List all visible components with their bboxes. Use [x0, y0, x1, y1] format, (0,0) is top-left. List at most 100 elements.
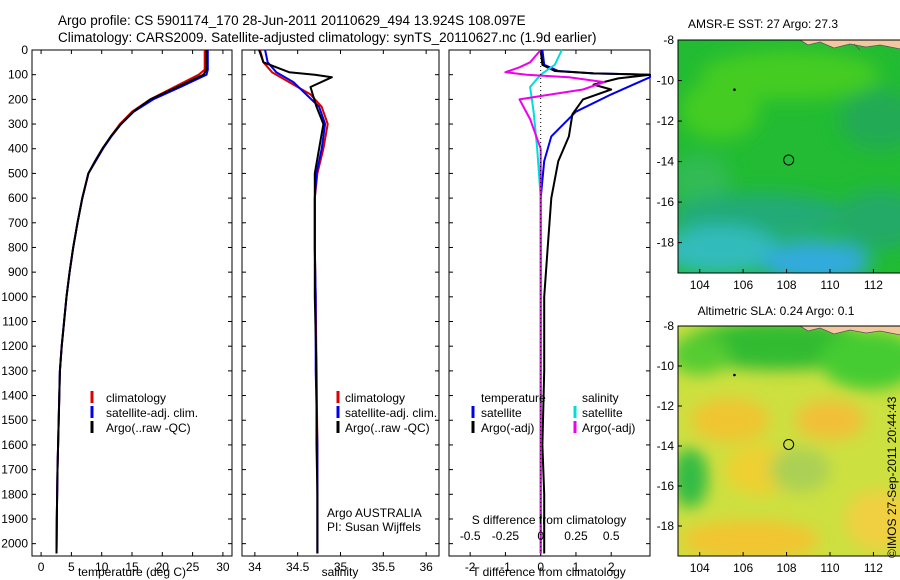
x-tick-label: 5 — [68, 560, 75, 574]
y-tick-label: 900 — [8, 265, 28, 279]
argo-position-marker — [783, 154, 795, 166]
temperature-legend: climatology satellite-adj. clim. Argo(..… — [90, 391, 198, 435]
y-tick-label: 700 — [8, 216, 28, 230]
map-x-tick-label: 104 — [690, 561, 710, 575]
series-line-black — [258, 49, 333, 554]
map-y-tick-label: -12 — [657, 399, 675, 413]
map-x-tick-label: 108 — [777, 278, 797, 292]
map-x-tick-label: 106 — [733, 278, 753, 292]
salinity-chart: 34 34.5 35 35.5 36 — [242, 49, 439, 574]
x-tick-label: 1 — [573, 560, 580, 574]
x-tick-label: 35.5 — [372, 560, 396, 574]
legend-label: satellite-adj. clim. — [345, 406, 437, 420]
x-tick-label: 30 — [216, 560, 230, 574]
header-line2: Climatology: CARS2009. Satellite-adjuste… — [58, 30, 597, 45]
x2-tick-label: -0.25 — [492, 529, 520, 543]
y-tick-label: 400 — [8, 142, 28, 156]
salinity-legend: climatology satellite-adj. clim. Argo(..… — [336, 391, 437, 435]
temperature-chart: 0100200300400500600700800900100011001200… — [1, 43, 232, 574]
map-x-tick-label: 112 — [864, 278, 883, 292]
map-y-tick-label: -14 — [657, 155, 675, 169]
float-annotation-line2: PI: Susan Wijffels — [327, 520, 421, 534]
difference-legend-salinity: salinity satellite Argo(-adj) — [573, 391, 635, 435]
difference-chart: -2 -1 0 1 2 -0.5 -0.25 0 0.25 0.5 — [449, 49, 651, 574]
map-x-tick-label: 104 — [690, 278, 710, 292]
y-tick-label: 100 — [8, 68, 28, 82]
island-dot — [733, 88, 736, 91]
difference-xlabel: T difference from climatology — [472, 565, 626, 579]
y-tick-label: 600 — [8, 191, 28, 205]
sst-map-title: AMSR-E SST: 27 Argo: 27.3 — [688, 17, 838, 31]
y-tick-label: 1200 — [1, 339, 28, 353]
y-tick-label: 1800 — [1, 487, 28, 501]
legend-label: climatology — [106, 391, 166, 405]
x-tick-label: 0 — [38, 560, 45, 574]
y-tick-label: 0 — [21, 43, 28, 57]
x-tick-label: 34.5 — [286, 560, 310, 574]
map-x-tick-label: 112 — [864, 561, 883, 575]
sst-map-axes: 104 106 108 110 112 -8 -10 -12 -14 -16 -18 — [657, 33, 884, 292]
difference-legend-temperature: temperature satellite Argo(-adj) — [471, 391, 546, 435]
x-tick-label: 36 — [419, 560, 433, 574]
x-tick-label: 10 — [95, 560, 109, 574]
series-line-red — [55, 50, 206, 554]
y-tick-label: 500 — [8, 166, 28, 180]
x2-tick-label: 0 — [537, 529, 544, 543]
legend-label: satellite — [481, 406, 522, 420]
y-tick-label: 1300 — [1, 364, 28, 378]
x2-tick-label: 0.5 — [603, 529, 620, 543]
map-y-tick-label: -14 — [657, 439, 675, 453]
legend-label: Argo(..raw -QC) — [106, 421, 191, 435]
x2-tick-label: -0.5 — [460, 529, 481, 543]
y-tick-label: 2000 — [1, 537, 28, 551]
x-tick-label: 15 — [125, 560, 139, 574]
sla-map-field — [678, 326, 900, 556]
difference-xlabel-salinity: S difference from climatology — [472, 513, 627, 527]
series-line-black — [539, 49, 651, 554]
legend-label: Argo(-adj) — [481, 421, 534, 435]
salinity-xlabel: salinity — [322, 565, 359, 579]
y-tick-label: 800 — [8, 240, 28, 254]
map-y-tick-label: -10 — [657, 359, 675, 373]
y-tick-label: 1000 — [1, 290, 28, 304]
series-line-black — [55, 50, 208, 554]
sla-map-axes: 104 106 108 110 112 -8 -10 -12 -14 -16 -18 — [657, 319, 884, 575]
map-y-tick-label: -18 — [657, 236, 675, 250]
map-x-tick-label: 110 — [820, 278, 839, 292]
float-annotation-line1: Argo AUSTRALIA — [327, 506, 422, 520]
x-tick-label: 25 — [186, 560, 200, 574]
series-line-cyan — [529, 49, 563, 554]
sst-map-field — [678, 40, 900, 273]
difference-panel — [448, 49, 651, 557]
temperature-panel — [31, 49, 233, 557]
map-y-tick-label: -10 — [657, 74, 675, 88]
imos-timestamp: ©IMOS 27-Sep-2011 20:44:43 — [885, 396, 899, 558]
series-line-magenta — [504, 49, 606, 554]
salinity-panel — [241, 49, 440, 557]
map-y-tick-label: -8 — [663, 33, 674, 47]
sla-map-frame — [677, 325, 900, 557]
x-tick-label: 0 — [537, 560, 544, 574]
island-dot — [733, 373, 736, 377]
x-tick-label: 20 — [156, 560, 170, 574]
y-tick-label: 1100 — [2, 315, 28, 329]
x-tick-label: 34 — [248, 560, 262, 574]
sst-map-frame — [677, 39, 900, 274]
legend-label: Argo(..raw -QC) — [345, 421, 430, 435]
argo-position-marker — [783, 438, 795, 450]
x-tick-label: 2 — [608, 560, 615, 574]
map-y-tick-label: -18 — [657, 519, 675, 533]
y-tick-label: 1900 — [1, 512, 28, 526]
legend-label: satellite — [582, 406, 623, 420]
legend-label: climatology — [345, 391, 405, 405]
legend-label: satellite-adj. clim. — [106, 406, 198, 420]
map-x-tick-label: 106 — [733, 561, 753, 575]
series-line-blue — [264, 49, 327, 554]
legend-title: temperature — [481, 391, 546, 405]
y-tick-label: 300 — [8, 117, 28, 131]
map-y-tick-label: -8 — [663, 319, 674, 333]
map-y-tick-label: -12 — [657, 114, 675, 128]
y-tick-label: 200 — [8, 92, 28, 106]
sla-map-title: Altimetric SLA: 0.24 Argo: 0.1 — [698, 304, 855, 318]
